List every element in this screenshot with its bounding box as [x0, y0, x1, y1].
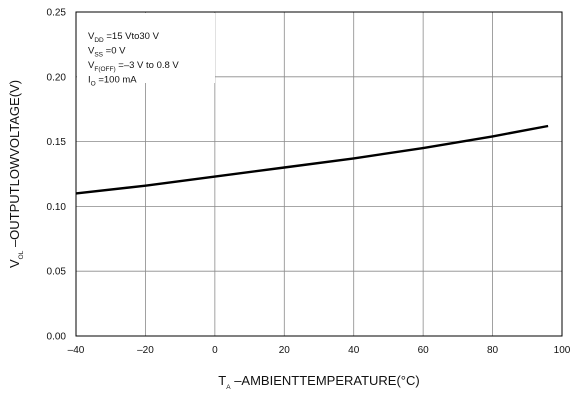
y-tick-label: 0.20 [47, 72, 67, 83]
condition-symbol: I [88, 75, 91, 86]
condition-line: IO =100 mA [88, 75, 137, 88]
annotation-background [77, 13, 215, 83]
x-tick-label: 80 [487, 345, 499, 356]
condition-line: VF(OFF) =–3 V to 0.8 V [88, 60, 179, 73]
y-tick-label: 0.25 [47, 8, 67, 19]
y-tick-label: 0.05 [47, 267, 67, 278]
condition-subscript: SS [94, 52, 103, 59]
y-tick-label: 0.15 [47, 137, 67, 148]
condition-symbol: V [88, 31, 95, 42]
series-line [75, 124, 549, 195]
condition-line: VSS =0 V [88, 46, 126, 59]
condition-subscript: F(OFF) [94, 66, 115, 73]
x-tick-label: 0 [212, 345, 218, 356]
y-tick-label: 0.10 [47, 202, 67, 213]
x-axis-title-main: T [218, 373, 226, 388]
condition-value: =15 Vto30 V [104, 31, 160, 42]
condition-line: VDD =15 Vto30 V [88, 31, 160, 44]
plot-frame [75, 11, 563, 337]
x-axis-title-sub: A [226, 384, 231, 391]
x-tick-label: 20 [279, 345, 291, 356]
x-axis-title: TA –AMBIENTTEMPERATURE(°C) [218, 373, 419, 391]
condition-value: =100 mA [96, 75, 138, 86]
condition-symbol: V [88, 46, 95, 57]
y-axis-title-main: V [7, 259, 22, 268]
x-tick-label: 60 [418, 345, 430, 356]
condition-value: =–3 V to 0.8 V [116, 60, 180, 71]
x-tick-label: –20 [137, 345, 154, 356]
condition-subscript: DD [94, 37, 104, 44]
x-tick-label: 40 [348, 345, 360, 356]
y-tick-label: 0.00 [47, 332, 67, 343]
series-layer [75, 124, 549, 195]
y-axis-title-rest: –OUTPUTLOWVOLTAGE(V) [7, 80, 22, 251]
y-axis-title-sub: OL [18, 250, 25, 259]
x-tick-label: 100 [554, 345, 571, 356]
condition-subscript: O [91, 81, 96, 88]
x-tick-label: –40 [68, 345, 85, 356]
ticks: –40 –20 0 20 40 60 80 100 0.00 0.05 0.10 0.15 0.20 0.… [47, 8, 571, 357]
condition-value: =0 V [103, 46, 126, 57]
y-axis-title: VOL –OUTPUTLOWVOLTAGE(V) [7, 80, 25, 268]
x-axis-title-rest: –AMBIENTTEMPERATURE(°C) [231, 373, 420, 388]
condition-symbol: V [88, 60, 95, 71]
